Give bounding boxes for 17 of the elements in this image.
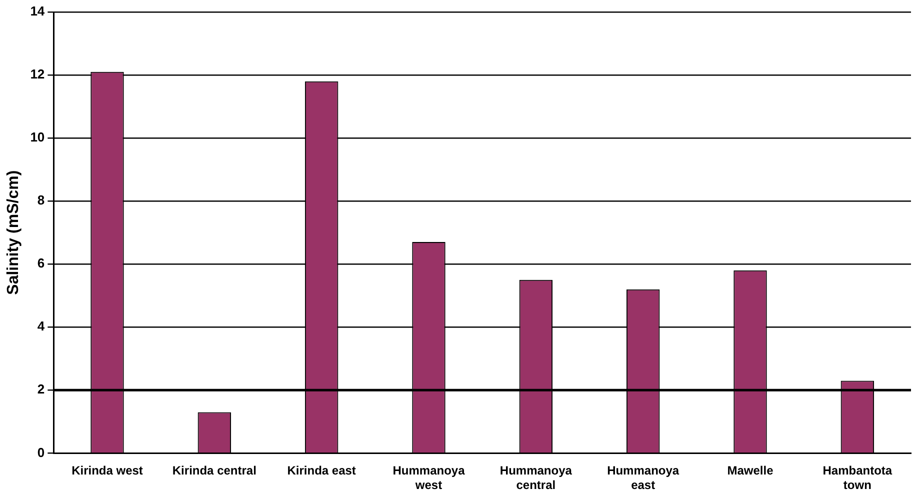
x-tick-label: Hambantota town	[822, 464, 892, 492]
y-tick-label: 6	[37, 256, 45, 271]
y-tick-label: 8	[37, 192, 45, 208]
y-tick-label: 10	[30, 130, 45, 145]
x-tick-label: Kirinda west	[72, 464, 143, 478]
y-tick-label: 12	[30, 66, 45, 82]
y-axis-title: Salinity (mS/cm)	[5, 170, 22, 295]
x-tick-label: Kirinda east	[287, 464, 356, 478]
y-tick-label: 14	[30, 4, 46, 19]
x-tick-label: Hummanoya west	[392, 464, 466, 492]
x-tick-label: Hummanoya central	[500, 464, 572, 492]
x-tick-label: Mawelle	[727, 464, 774, 478]
x-tick-label: Kirinda central	[172, 464, 256, 478]
x-tick-label: Hummanoya east	[607, 464, 680, 492]
y-tick-label: 2	[37, 382, 45, 397]
y-tick-label: 4	[37, 318, 46, 334]
y-tick-label: 0	[37, 444, 45, 460]
